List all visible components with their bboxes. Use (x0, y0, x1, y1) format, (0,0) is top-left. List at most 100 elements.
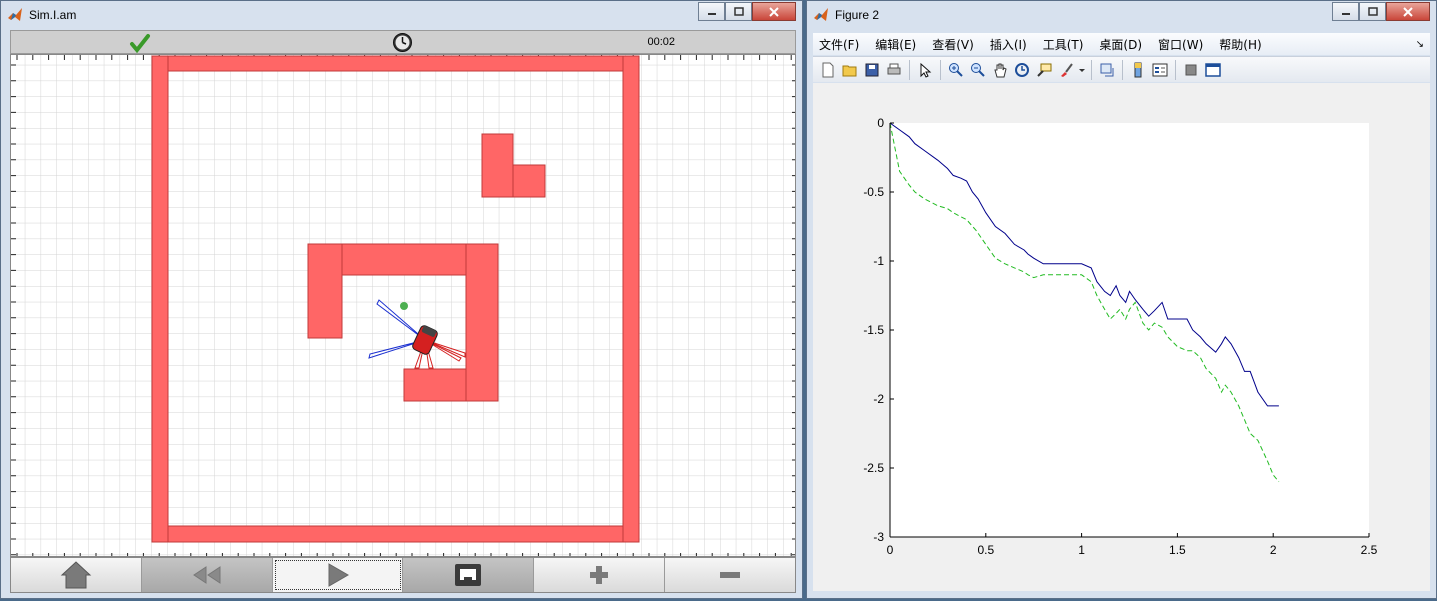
zoom-in-icon[interactable] (945, 59, 967, 81)
figure-menu-bar: 文件(F) 编辑(E) 查看(V) 插入(I) 工具(T) 桌面(D) 窗口(W… (813, 33, 1430, 55)
sim-world-canvas[interactable] (10, 54, 796, 557)
wall-right (622, 55, 640, 543)
menu-tools[interactable]: 工具(T) (1042, 37, 1084, 52)
maximize-icon (1367, 6, 1378, 16)
x-tick-label: 1.5 (1169, 543, 1186, 557)
colorbar-icon[interactable] (1127, 59, 1149, 81)
y-tick-label: -1 (873, 254, 884, 268)
obstacle-l-lower (512, 164, 546, 198)
sim-control-bar (10, 557, 796, 593)
save-icon[interactable] (861, 59, 883, 81)
figure-window-title: Figure 2 (835, 8, 880, 22)
brush-icon[interactable] (1055, 59, 1077, 81)
matlab-logo-icon (814, 8, 828, 21)
menu-desktop[interactable]: 桌面(D) (1099, 37, 1143, 52)
close-icon (769, 6, 779, 17)
walls (151, 55, 640, 543)
close-icon (1403, 6, 1413, 17)
ir-sensor-red-4 (424, 339, 462, 362)
y-tick-label: -1.5 (863, 323, 884, 337)
y-tick-label: 0 (877, 116, 884, 130)
pointer-icon[interactable] (914, 59, 936, 81)
obstacle-right-post (465, 243, 499, 402)
play-button[interactable] (272, 558, 404, 592)
new-file-icon[interactable] (817, 59, 839, 81)
goal-marker (400, 302, 408, 310)
minimize-icon (707, 12, 716, 15)
data-cursor-icon[interactable] (1033, 59, 1055, 81)
dock-icon[interactable] (1202, 59, 1224, 81)
brush-dropdown-icon[interactable] (1077, 59, 1087, 81)
maximize-button[interactable] (725, 2, 752, 21)
x-tick-label: 0 (887, 543, 894, 557)
obstacle-bottom-stub (403, 368, 467, 402)
rewind-button[interactable] (141, 558, 273, 592)
robot-top-plate (421, 325, 437, 337)
sim-world (11, 55, 795, 556)
line-chart[interactable]: 0 0.5 1 1.5 2 2.5 0 -0.5 -1 -1.5 -2 -2.5 -3 (813, 83, 1432, 593)
wall-top (151, 55, 640, 72)
axes-background (890, 123, 1369, 537)
zoom-out-button[interactable] (665, 558, 795, 592)
zoom-out-icon (720, 572, 741, 578)
toolbar-separator (1175, 59, 1176, 80)
checkmark-icon (130, 34, 150, 53)
toolbar-separator (1122, 59, 1123, 80)
ir-sensor-red-3 (424, 339, 466, 358)
minimize-button[interactable] (698, 2, 725, 21)
menu-insert[interactable]: 插入(I) (989, 37, 1027, 52)
series-line-1 (889, 122, 1279, 407)
network-icon (455, 564, 482, 586)
zoom-in-icon (590, 566, 609, 584)
figure-titlebar[interactable]: Figure 2 (807, 1, 1436, 29)
open-folder-icon[interactable] (839, 59, 861, 81)
link-icon[interactable] (1096, 59, 1118, 81)
close-button[interactable] (752, 2, 796, 21)
minimize-icon (1341, 12, 1350, 15)
toolbar-separator (1091, 59, 1092, 80)
x-tick-label: 2 (1270, 543, 1277, 557)
minimize-button[interactable] (1332, 2, 1359, 21)
robot[interactable] (368, 299, 466, 369)
zoom-in-button[interactable] (534, 558, 666, 592)
clock-icon (393, 33, 412, 52)
toolbar-separator (909, 59, 910, 80)
menu-window[interactable]: 窗口(W) (1158, 37, 1204, 52)
network-button[interactable] (403, 558, 535, 592)
y-tick-label: -2.5 (863, 461, 884, 475)
maximize-button[interactable] (1359, 2, 1386, 21)
simulator-window: Sim.I.am 00:02 (0, 0, 803, 599)
pan-icon[interactable] (989, 59, 1011, 81)
rotate-icon[interactable] (1011, 59, 1033, 81)
hide-tools-icon[interactable] (1180, 59, 1202, 81)
legend-icon[interactable] (1149, 59, 1171, 81)
menu-edit[interactable]: 编辑(E) (875, 37, 917, 52)
close-button[interactable] (1386, 2, 1430, 21)
obstacle-left-post (307, 243, 343, 339)
sim-timer: 00:02 (647, 36, 675, 48)
wall-left (151, 55, 169, 543)
x-tick-label: 1 (1078, 543, 1085, 557)
y-tick-label: -2 (873, 392, 884, 406)
zoom-out-icon[interactable] (967, 59, 989, 81)
figure-toolbar (813, 56, 1430, 82)
maximize-icon (733, 6, 744, 16)
menu-help[interactable]: 帮助(H) (1219, 37, 1262, 52)
figure-plot-area: 0 0.5 1 1.5 2 2.5 0 -0.5 -1 -1.5 -2 -2.5 -3 (813, 83, 1430, 591)
menu-view[interactable]: 查看(V) (932, 37, 974, 52)
sim-titlebar[interactable]: Sim.I.am (1, 1, 802, 29)
x-tick-label: 2.5 (1361, 543, 1378, 557)
home-icon (60, 561, 92, 589)
home-button[interactable] (11, 558, 142, 592)
wall-bottom (151, 525, 640, 543)
ir-sensor-blue-1 (376, 299, 426, 341)
menu-file[interactable]: 文件(F) (819, 37, 860, 52)
ir-sensor-red-1 (414, 339, 426, 369)
obstacle-top-bar (341, 243, 467, 276)
obstacle-l-upper (481, 133, 514, 198)
x-tick-label: 0.5 (977, 543, 994, 557)
print-icon[interactable] (883, 59, 905, 81)
ir-sensor-blue-2 (368, 339, 426, 359)
menu-dock-arrow-icon[interactable]: ↘ (1415, 38, 1424, 50)
y-tick-label: -3 (873, 530, 884, 544)
